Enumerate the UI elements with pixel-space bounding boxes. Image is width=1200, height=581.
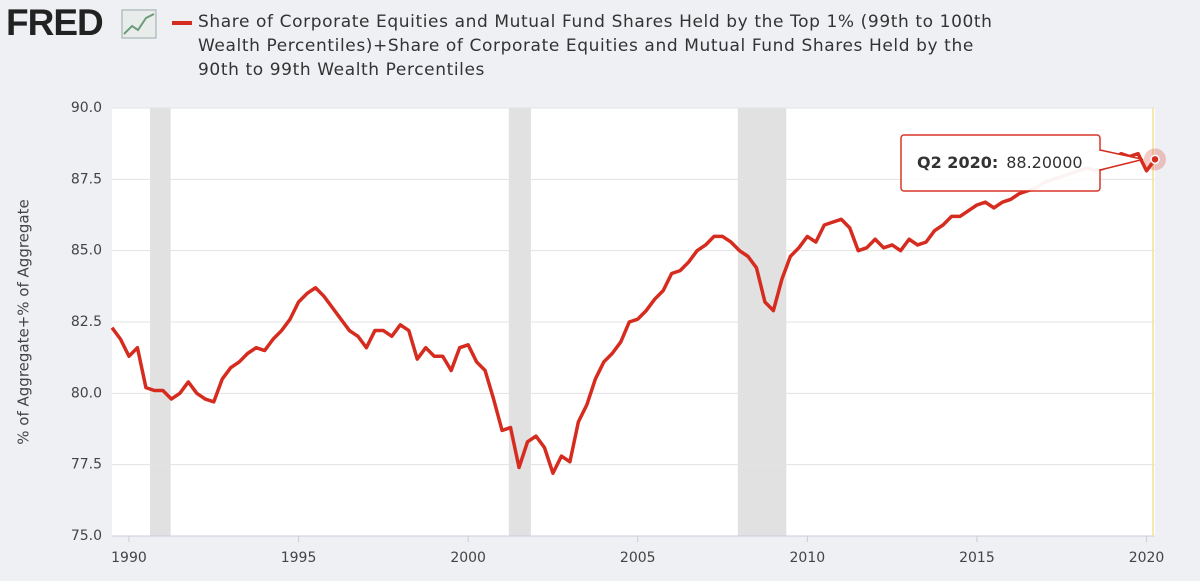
logo: FRED [6, 2, 104, 43]
x-tick-label: 2005 [620, 550, 656, 566]
x-tick-label: 1990 [111, 550, 147, 566]
y-tick-label: 90.0 [71, 100, 102, 116]
tooltip-value: 88.20000 [1006, 153, 1082, 172]
data-line [110, 151, 1157, 475]
x-tick-label: 2020 [1129, 550, 1165, 566]
x-tick-label: 2010 [790, 550, 826, 566]
tooltip-text: Q2 2020: 88.20000 [917, 153, 1083, 172]
y-tick-label: 77.5 [71, 457, 102, 473]
x-tick-label: 2000 [450, 550, 486, 566]
x-tick-label: 2015 [959, 550, 995, 566]
hover-point [1150, 154, 1160, 165]
tooltip: Q2 2020: 88.20000 [900, 134, 1144, 192]
y-axis-label: % of Aggregate+% of Aggregate [15, 199, 33, 444]
x-tick-label: 1995 [281, 550, 317, 566]
y-tick-label: 87.5 [71, 171, 102, 187]
tooltip-label: Q2 2020: [917, 153, 998, 172]
tooltip-pointer [1099, 149, 1144, 171]
y-tick-label: 80.0 [71, 385, 102, 401]
tooltip-cover [1098, 151, 1101, 169]
fred-icon [121, 9, 157, 39]
chart-title: Share of Corporate Equities and Mutual F… [198, 12, 993, 80]
y-tick-label: 75.0 [71, 528, 102, 544]
y-tick-label: 82.5 [71, 314, 102, 330]
y-tick-label: 85.0 [71, 243, 102, 259]
